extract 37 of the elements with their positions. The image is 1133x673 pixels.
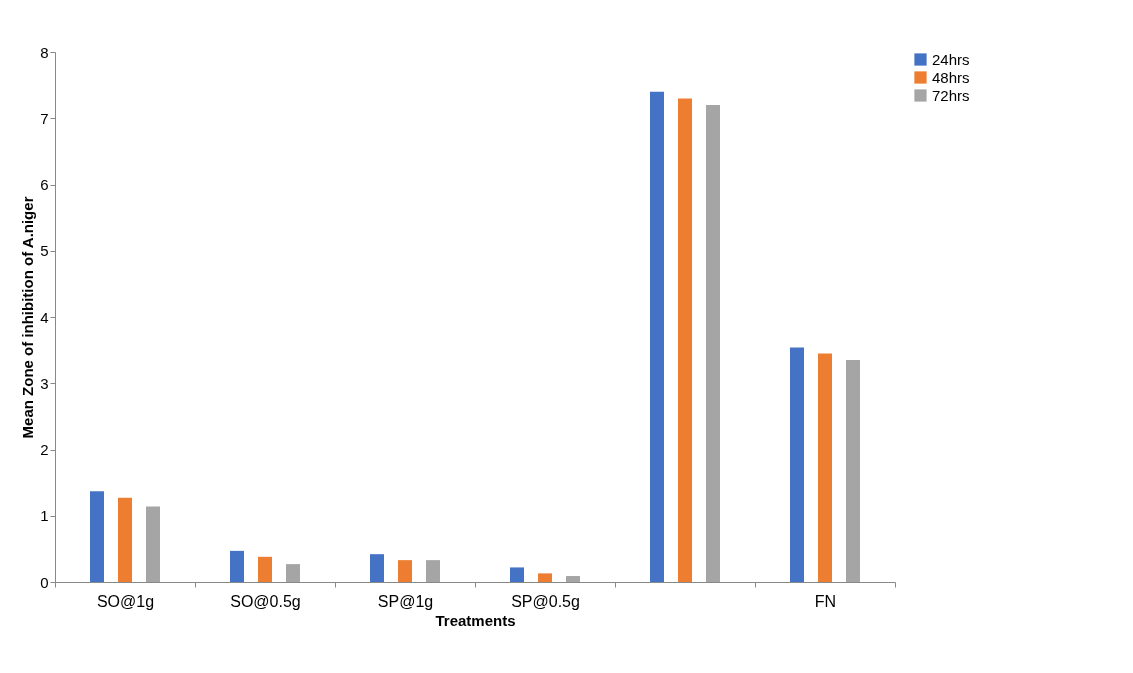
y-tick-label: 2 [40, 441, 49, 458]
y-tick-label: 8 [40, 43, 49, 61]
x-tick-label: SP@0.5g [511, 592, 580, 610]
bar [566, 576, 580, 582]
bar [426, 560, 440, 582]
bar [706, 105, 720, 582]
bar [818, 353, 832, 582]
bar [538, 573, 552, 582]
y-tick-label: 0 [40, 573, 49, 591]
y-tick-label: 6 [40, 176, 49, 193]
bar [846, 360, 860, 582]
bar [650, 91, 664, 582]
x-tick-label: SO@1g [96, 592, 155, 610]
x-tick-label: SO@0.5g [230, 592, 301, 610]
bar [146, 506, 160, 582]
bar [230, 550, 244, 582]
bar [118, 497, 132, 582]
x-tick-label: SP@1g [377, 592, 434, 610]
bar [510, 567, 524, 582]
x-tick-label: FN [814, 592, 837, 610]
legend-label: 24hrs [932, 50, 970, 68]
bar [286, 564, 300, 582]
y-axis-title: Mean Zone of inhibition of A.niger [19, 196, 37, 439]
bar [258, 556, 272, 582]
legend-label: 48hrs [932, 68, 970, 86]
bar [678, 98, 692, 582]
y-tick-label: 7 [40, 109, 49, 127]
bar [790, 347, 804, 582]
y-tick-label: 4 [40, 308, 49, 326]
bar [370, 554, 384, 582]
bar [398, 560, 412, 582]
y-tick-label: 3 [40, 374, 49, 392]
y-tick-label: 5 [40, 242, 49, 260]
bar [90, 491, 104, 582]
legend-label: 72hrs [932, 86, 970, 104]
x-axis-title: Treatments [435, 611, 516, 629]
y-tick-label: 1 [40, 507, 49, 525]
